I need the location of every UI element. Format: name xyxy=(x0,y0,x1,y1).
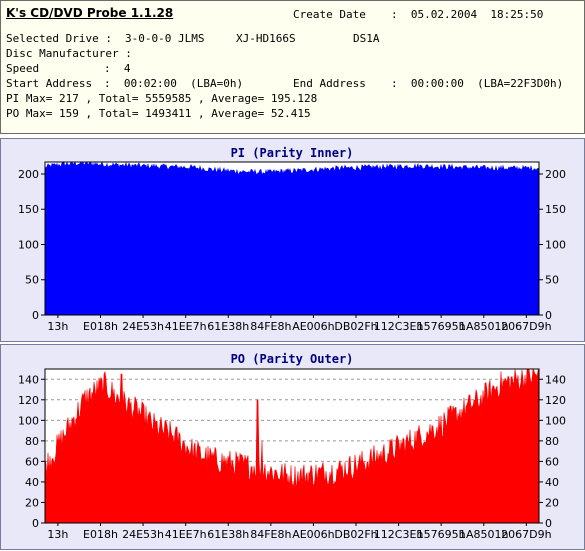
po-ytick-label-right: 80 xyxy=(545,435,559,448)
pi-plot-border xyxy=(44,161,540,316)
pi-xtick-label: AE006h xyxy=(292,320,334,333)
pi-ytick-label-left: 150 xyxy=(18,203,39,216)
po-ytick-label-left: 0 xyxy=(32,517,39,530)
pi-xtick-label: DB02Fh xyxy=(334,320,377,333)
po-ytick-label-right: 0 xyxy=(545,517,552,530)
pi-ytick-label-left: 200 xyxy=(18,168,39,181)
po-ytick-label-right: 100 xyxy=(545,414,566,427)
po-xtick-label: E018h xyxy=(83,528,118,541)
pi-ytick-label-left: 0 xyxy=(32,309,39,322)
po-ytick-label-left: 40 xyxy=(25,476,39,489)
pi-xtick-label: 2067D9h xyxy=(501,320,551,333)
pi-xtick-label: 24E53h xyxy=(122,320,164,333)
pi-ytick-label-right: 0 xyxy=(545,309,552,322)
po-ytick-label-left: 60 xyxy=(25,455,39,468)
pi-chart-title: PI (Parity Inner) xyxy=(231,146,354,160)
end-address-label: End Address xyxy=(293,77,366,90)
pi-ytick-label-right: 150 xyxy=(545,203,566,216)
po-series-area xyxy=(44,367,540,524)
po-chart-panel: PO (Parity Outer) 0 0 20 20 40 40 60 60 80 80 100 1… xyxy=(0,344,585,550)
po-xtick-label: 112C3Eh xyxy=(374,528,424,541)
drive-model: XJ-HD166S xyxy=(236,32,296,45)
po-xtick-label: 84FE8h xyxy=(250,528,291,541)
pi-ytick-label-right: 200 xyxy=(545,168,566,181)
pi-summary: PI Max= 217 , Total= 5559585 , Average= … xyxy=(6,92,318,105)
po-ytick-label-left: 100 xyxy=(18,414,39,427)
pi-ytick-label-left: 100 xyxy=(18,238,39,251)
selected-drive-label: Selected Drive : xyxy=(6,32,112,45)
start-address-value: : 00:02:00 (LBA=0h) xyxy=(104,77,244,90)
pi-series-area xyxy=(44,161,540,316)
po-ytick-label-right: 120 xyxy=(545,394,566,407)
po-ytick-label-right: 60 xyxy=(545,455,559,468)
pi-xtick-label: 157695h xyxy=(417,320,466,333)
speed-value: : 4 xyxy=(104,62,131,75)
po-xtick-label: 41EE7h xyxy=(165,528,207,541)
po-ytick-label-right: 20 xyxy=(545,496,559,509)
pi-xtick-label: 84FE8h xyxy=(250,320,291,333)
po-xtick-label: 157695h xyxy=(417,528,466,541)
selected-drive-value: 3-0-0-0 JLMS xyxy=(125,32,205,45)
create-date-label: Create Date xyxy=(293,8,366,21)
app-title: K's CD/DVD Probe 1.1.28 xyxy=(6,6,174,20)
po-ytick-label-left: 80 xyxy=(25,435,39,448)
pi-chart: PI (Parity Inner) 0 0 50 50 100 100 150 150 200 2… xyxy=(18,146,566,333)
po-ytick-label-left: 140 xyxy=(18,373,39,386)
po-plot-border xyxy=(44,368,540,524)
pi-xtick-label: 1A8501h xyxy=(459,320,509,333)
end-address-value: : 00:00:00 (LBA=22F3D0h) xyxy=(391,77,564,90)
pi-ytick-label-right: 50 xyxy=(545,274,559,287)
po-ytick-label-left: 120 xyxy=(18,394,39,407)
po-ytick-label-right: 140 xyxy=(545,373,566,386)
drive-firmware: DS1A xyxy=(353,32,380,45)
speed-label: Speed xyxy=(6,62,40,75)
disc-manufacturer-label: Disc Manufacturer : xyxy=(6,47,132,60)
po-ytick-label-right: 40 xyxy=(545,476,559,489)
pi-chart-panel: PI (Parity Inner) 0 0 50 50 100 100 150 150 200 2… xyxy=(0,138,585,342)
start-address-label: Start Address xyxy=(6,77,93,90)
po-xtick-label: AE006h xyxy=(292,528,334,541)
po-chart: PO (Parity Outer) 0 0 20 20 40 40 60 60 80 80 100 1… xyxy=(18,352,566,541)
po-chart-title: PO (Parity Outer) xyxy=(231,352,354,366)
po-xtick-label: 24E53h xyxy=(122,528,164,541)
pi-xtick-label: 41EE7h xyxy=(165,320,207,333)
po-xtick-label: 61E38h xyxy=(207,528,249,541)
po-xtick-label: 13h xyxy=(47,528,68,541)
pi-xtick-label: E018h xyxy=(83,320,118,333)
pi-xtick-label: 61E38h xyxy=(207,320,249,333)
pi-ytick-label-left: 50 xyxy=(25,274,39,287)
pi-xtick-label: 112C3Eh xyxy=(374,320,424,333)
po-xtick-label: 1A8501h xyxy=(459,528,509,541)
po-xtick-label: 2067D9h xyxy=(501,528,551,541)
create-date-value: : 05.02.2004 18:25:50 xyxy=(391,8,544,21)
po-xtick-label: DB02Fh xyxy=(334,528,377,541)
pi-ytick-label-right: 100 xyxy=(545,238,566,251)
po-ytick-label-left: 20 xyxy=(25,496,39,509)
pi-xtick-label: 13h xyxy=(47,320,68,333)
po-summary: PO Max= 159 , Total= 1493411 , Average= … xyxy=(6,107,311,120)
info-panel: K's CD/DVD Probe 1.1.28 Create Date : 05… xyxy=(0,0,585,134)
